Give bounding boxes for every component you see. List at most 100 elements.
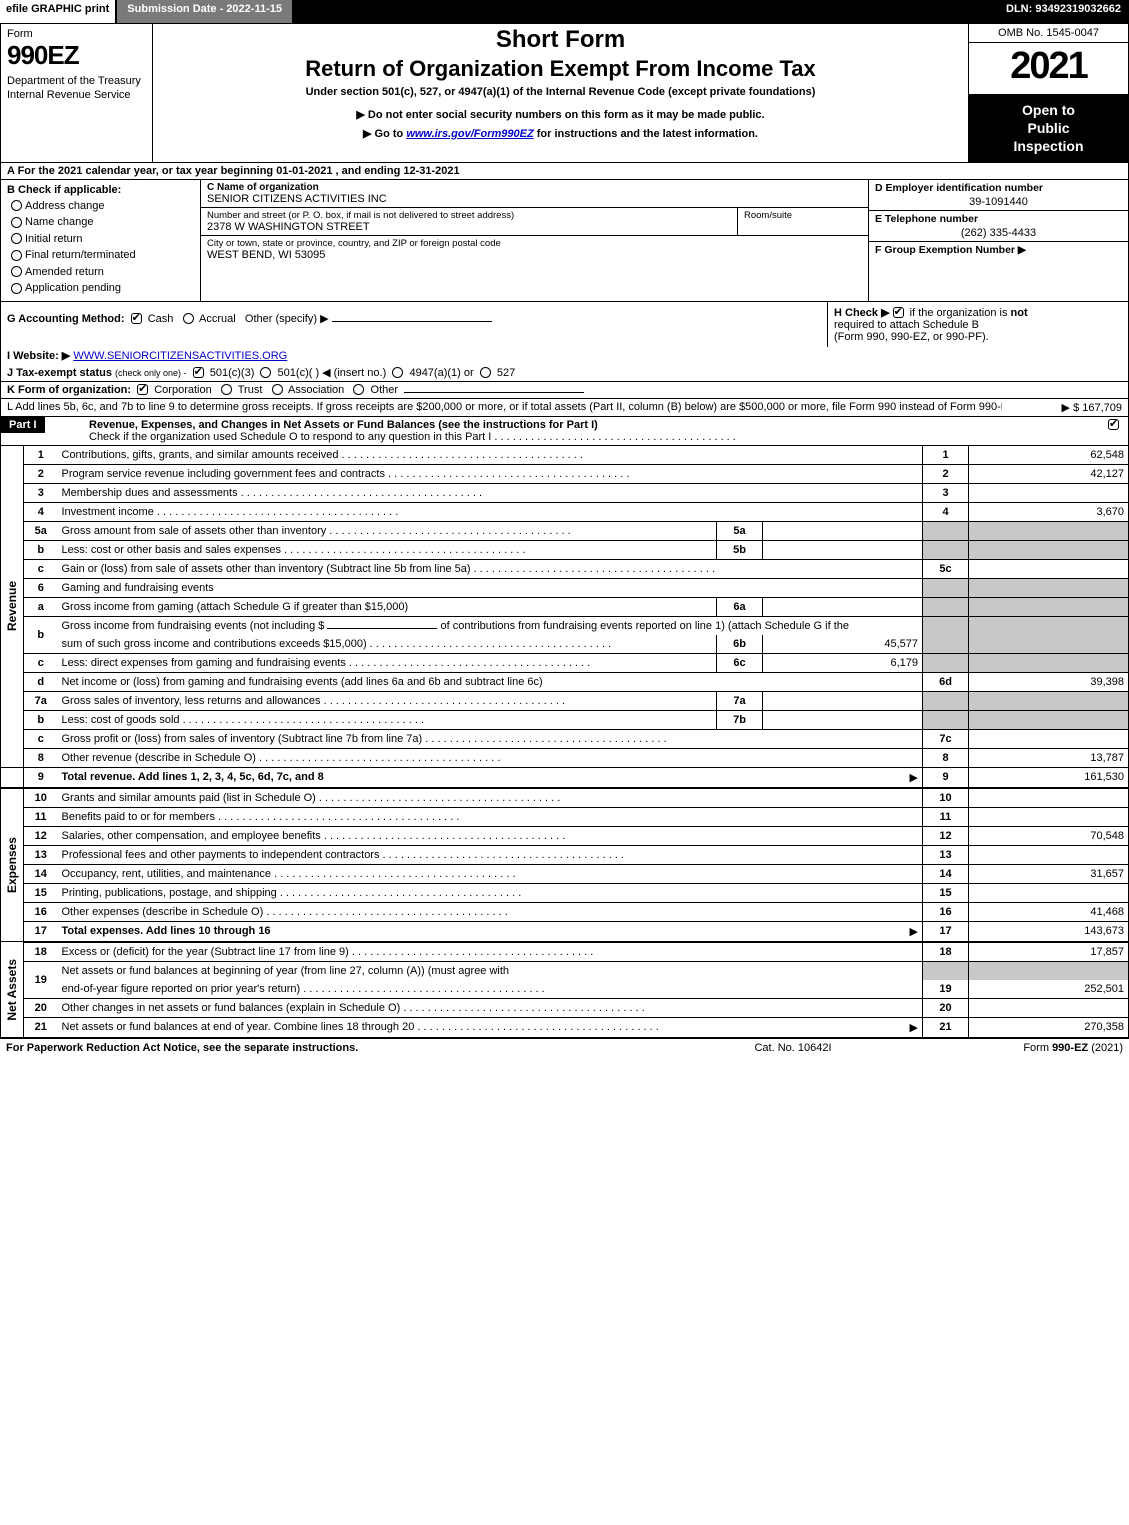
website-link[interactable]: WWW.SENIORCITIZENSACTIVITIES.ORG — [73, 350, 287, 362]
cb-amended-return[interactable]: Amended return — [11, 264, 194, 281]
g-other-blank[interactable] — [332, 321, 492, 322]
goto-post: for instructions and the latest informat… — [534, 128, 758, 140]
street-val: 2378 W WASHINGTON STREET — [207, 221, 731, 233]
k-o2: Trust — [238, 384, 263, 396]
cb-cash[interactable] — [131, 313, 142, 324]
line-14: 14Occupancy, rent, utilities, and mainte… — [1, 864, 1129, 883]
line-2: 2Program service revenue including gover… — [1, 464, 1129, 483]
line-6: 6Gaming and fundraising events — [1, 578, 1129, 597]
line-15: 15Printing, publications, postage, and s… — [1, 883, 1129, 902]
j-sub: (check only one) - — [115, 368, 187, 378]
line-11: 11Benefits paid to or for members11 — [1, 807, 1129, 826]
footer-left: For Paperwork Reduction Act Notice, see … — [6, 1042, 663, 1054]
row-a-tax-year: A For the 2021 calendar year, or tax yea… — [0, 163, 1129, 180]
line-5b: bLess: cost or other basis and sales exp… — [1, 540, 1129, 559]
cb-h[interactable] — [893, 307, 904, 318]
cb-4947[interactable] — [392, 367, 403, 378]
line-6a: aGross income from gaming (attach Schedu… — [1, 597, 1129, 616]
irs-link[interactable]: www.irs.gov/Form990EZ — [406, 128, 533, 140]
ein-val: 39-1091440 — [875, 196, 1122, 208]
j-o3: 4947(a)(1) or — [409, 367, 473, 379]
part-i-check[interactable] — [1088, 417, 1128, 433]
h-pre: H Check ▶ — [834, 307, 893, 319]
g-cash: Cash — [148, 313, 174, 325]
ein-cell: D Employer identification number 39-1091… — [869, 180, 1128, 211]
tel-hd: E Telephone number — [875, 213, 1122, 225]
cb-trust[interactable] — [221, 384, 232, 395]
group-exemption-cell: F Group Exemption Number ▶ — [869, 242, 1128, 258]
line-18: Net Assets 18Excess or (deficit) for the… — [1, 942, 1129, 962]
submission-date-label: Submission Date - 2022-11-15 — [117, 0, 294, 23]
department-label: Department of the Treasury Internal Reve… — [7, 75, 146, 103]
part-i-tab: Part I — [1, 417, 81, 433]
col-b-title: B Check if applicable: — [7, 184, 194, 196]
cb-application-pending[interactable]: Application pending — [11, 280, 194, 297]
cb-accrual[interactable] — [183, 313, 194, 324]
efile-print-label[interactable]: efile GRAPHIC print — [0, 0, 117, 23]
cb-assoc[interactable] — [272, 384, 283, 395]
ln6b-d2: of contributions from fundraising events… — [441, 620, 849, 632]
line-4: 4Investment income 43,670 — [1, 502, 1129, 521]
i-label: I Website: ▶ — [7, 350, 70, 362]
under-section-text: Under section 501(c), 527, or 4947(a)(1)… — [161, 86, 960, 98]
col-b-checkboxes: B Check if applicable: Address change Na… — [1, 180, 201, 301]
col-c-org-info: C Name of organization SENIOR CITIZENS A… — [201, 180, 868, 301]
cb-final-return[interactable]: Final return/terminated — [11, 247, 194, 264]
cb-corp[interactable] — [137, 384, 148, 395]
ln1-amt: 62,548 — [969, 446, 1129, 465]
cb-name-change[interactable]: Name change — [11, 214, 194, 231]
l-amount: ▶ $ 167,709 — [1002, 401, 1122, 414]
open-line3: Inspection — [973, 137, 1124, 155]
col-def: D Employer identification number 39-1091… — [868, 180, 1128, 301]
expenses-side-label: Expenses — [1, 788, 24, 942]
org-address-row: Number and street (or P. O. box, if mail… — [201, 208, 868, 236]
return-title: Return of Organization Exempt From Incom… — [161, 56, 960, 82]
k-o3: Association — [288, 384, 344, 396]
org-name-hd: C Name of organization — [207, 182, 862, 193]
line-21: 21Net assets or fund balances at end of … — [1, 1017, 1129, 1037]
street-hd: Number and street (or P. O. box, if mail… — [207, 210, 731, 221]
cb-initial-return[interactable]: Initial return — [11, 231, 194, 248]
cb-501c3[interactable] — [193, 367, 204, 378]
ln1-desc: Contributions, gifts, grants, and simila… — [62, 449, 339, 461]
line-5c: cGain or (loss) from sale of assets othe… — [1, 559, 1129, 578]
k-o4: Other — [371, 384, 399, 396]
row-i: I Website: ▶ WWW.SENIORCITIZENSACTIVITIE… — [0, 347, 1129, 364]
cb-other-org[interactable] — [353, 384, 364, 395]
row-j: J Tax-exempt status (check only one) - 5… — [0, 364, 1129, 382]
cb-address-change[interactable]: Address change — [11, 198, 194, 215]
goto-pre: ▶ Go to — [363, 128, 406, 140]
part-i-table: Revenue 1 Contributions, gifts, grants, … — [0, 446, 1129, 1038]
line-9: 9 Total revenue. Add lines 1, 2, 3, 4, 5… — [1, 767, 1129, 788]
tel-cell: E Telephone number (262) 335-4433 — [869, 211, 1128, 242]
line-13: 13Professional fees and other payments t… — [1, 845, 1129, 864]
footer-right: Form 990-EZ (2021) — [923, 1042, 1123, 1054]
l-text: L Add lines 5b, 6c, and 7b to line 9 to … — [7, 401, 1002, 413]
line-6b-2: sum of such gross income and contributio… — [1, 635, 1129, 654]
ln6b-d1: Gross income from fundraising events (no… — [62, 620, 325, 632]
row-gh: G Accounting Method: Cash Accrual Other … — [0, 302, 1129, 347]
topbar-spacer — [294, 0, 998, 23]
open-inspection-box: Open to Public Inspection — [969, 95, 1128, 162]
ssn-warning: ▶ Do not enter social security numbers o… — [161, 108, 960, 121]
ln1-box: 1 — [923, 446, 969, 465]
line-3: 3Membership dues and assessments 3 — [1, 483, 1129, 502]
netassets-side-label: Net Assets — [1, 942, 24, 1038]
cb-527[interactable] — [480, 367, 491, 378]
row-g: G Accounting Method: Cash Accrual Other … — [1, 302, 828, 347]
cb-501c[interactable] — [260, 367, 271, 378]
line-19a: 19 Net assets or fund balances at beginn… — [1, 961, 1129, 980]
line-6c: cLess: direct expenses from gaming and f… — [1, 653, 1129, 672]
room-cell: Room/suite — [738, 208, 868, 235]
row-h: H Check ▶ if the organization is not req… — [828, 302, 1128, 347]
g-accrual: Accrual — [199, 313, 236, 325]
h-t2: if the organization is — [910, 307, 1011, 319]
street-cell: Number and street (or P. O. box, if mail… — [201, 208, 738, 235]
part-i-title-text: Revenue, Expenses, and Changes in Net As… — [89, 419, 598, 431]
short-form-title: Short Form — [161, 26, 960, 54]
form-header: Form 990EZ Department of the Treasury In… — [0, 24, 1129, 163]
ln6b-blank[interactable] — [327, 628, 437, 629]
k-other-blank[interactable] — [404, 392, 584, 393]
h-t3: required to attach Schedule B — [834, 319, 979, 331]
city-val: WEST BEND, WI 53095 — [207, 249, 862, 261]
